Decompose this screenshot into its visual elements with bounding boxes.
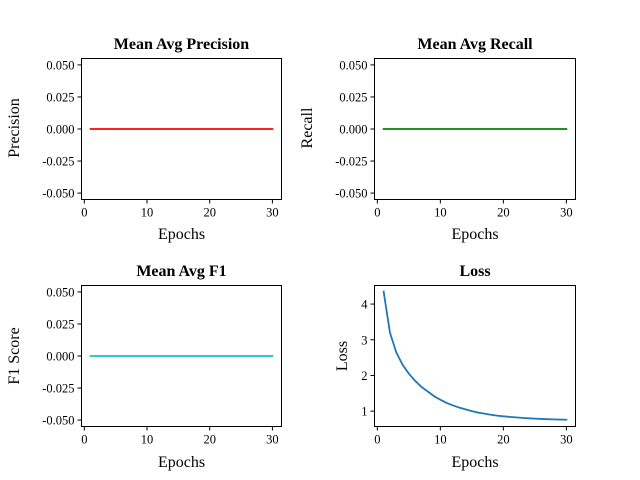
recall-plot-frame	[374, 58, 576, 200]
precision-xlabel: Epochs	[158, 226, 205, 243]
precision-ylabel: Precision	[6, 98, 23, 158]
recall-ylabel: Recall	[299, 107, 316, 148]
loss-panel: Loss Epochs Loss 0 10 20 30 1 2 3 4	[334, 263, 576, 471]
recall-ytick-label: -0.025	[335, 155, 367, 169]
precision-ytick-label: 0.025	[46, 90, 74, 104]
loss-series-line	[382, 290, 568, 421]
precision-xtick-label: 10	[141, 206, 154, 220]
loss-plot-frame	[374, 285, 576, 427]
recall-ticks: 0 10 20 30 -0.050 -0.025 0.000 0.025 0.050	[335, 58, 572, 219]
f1-title: Mean Avg F1	[136, 263, 226, 280]
f1-xlabel: Epochs	[158, 454, 205, 471]
recall-ytick-label: -0.050	[335, 187, 367, 201]
loss-ytick-label: 4	[361, 298, 368, 312]
recall-xtick-label: 30	[560, 206, 573, 220]
recall-ytick-label: 0.050	[339, 58, 367, 72]
loss-xtick-label: 10	[434, 433, 447, 447]
precision-ytick-label: -0.050	[42, 187, 74, 201]
precision-xtick-label: 0	[81, 206, 87, 220]
recall-xtick-label: 20	[497, 206, 510, 220]
precision-ytick-label: 0.000	[46, 123, 74, 137]
f1-ytick-label: 0.000	[46, 350, 74, 364]
loss-ylabel: Loss	[334, 341, 351, 371]
loss-xtick-label: 30	[560, 433, 573, 447]
precision-plot-frame	[81, 58, 282, 200]
loss-xlabel: Epochs	[451, 454, 498, 471]
recall-ytick-label: 0.025	[339, 90, 367, 104]
recall-xtick-label: 0	[374, 206, 380, 220]
f1-xtick-label: 20	[203, 433, 216, 447]
f1-ticks: 0 10 20 30 -0.050 -0.025 0.000 0.025 0.050	[42, 285, 278, 446]
f1-ytick-label: -0.050	[42, 414, 74, 428]
recall-panel: Mean Avg Recall Epochs Recall 0 10 20 30 -0.…	[299, 36, 576, 243]
precision-ytick-label: -0.025	[42, 155, 74, 169]
f1-xtick-label: 0	[81, 433, 87, 447]
loss-marks	[382, 290, 568, 421]
loss-ytick-label: 2	[361, 369, 367, 383]
precision-ticks: 0 10 20 30 -0.050 -0.025 0.000 0.025 0.050	[42, 58, 278, 219]
loss-ytick-label: 1	[361, 405, 367, 419]
recall-xlabel: Epochs	[451, 226, 498, 243]
f1-ytick-label: -0.025	[42, 382, 74, 396]
recall-xtick-label: 10	[434, 206, 447, 220]
precision-xtick-label: 30	[266, 206, 279, 220]
f1-ytick-label: 0.025	[46, 317, 74, 331]
precision-xtick-label: 20	[203, 206, 216, 220]
loss-ticks: 0 10 20 30 1 2 3 4	[361, 298, 572, 447]
precision-panel: Mean Avg Precision Epochs Precision 0 10 2…	[6, 36, 282, 243]
f1-xtick-label: 10	[141, 433, 154, 447]
precision-ytick-label: 0.050	[46, 58, 74, 72]
f1-xtick-label: 30	[266, 433, 279, 447]
f1-plot-frame	[81, 285, 282, 427]
f1-ytick-label: 0.050	[46, 285, 74, 299]
f1-ylabel: F1 Score	[6, 327, 23, 384]
precision-title: Mean Avg Precision	[114, 36, 249, 53]
loss-title: Loss	[459, 263, 490, 280]
loss-xtick-label: 0	[374, 433, 380, 447]
f1-panel: Mean Avg F1 Epochs F1 Score 0 10 20 30 -0.05…	[6, 263, 282, 471]
recall-ytick-label: 0.000	[339, 123, 367, 137]
loss-xtick-label: 20	[497, 433, 510, 447]
recall-title: Mean Avg Recall	[417, 36, 533, 53]
loss-ytick-label: 3	[361, 333, 367, 347]
